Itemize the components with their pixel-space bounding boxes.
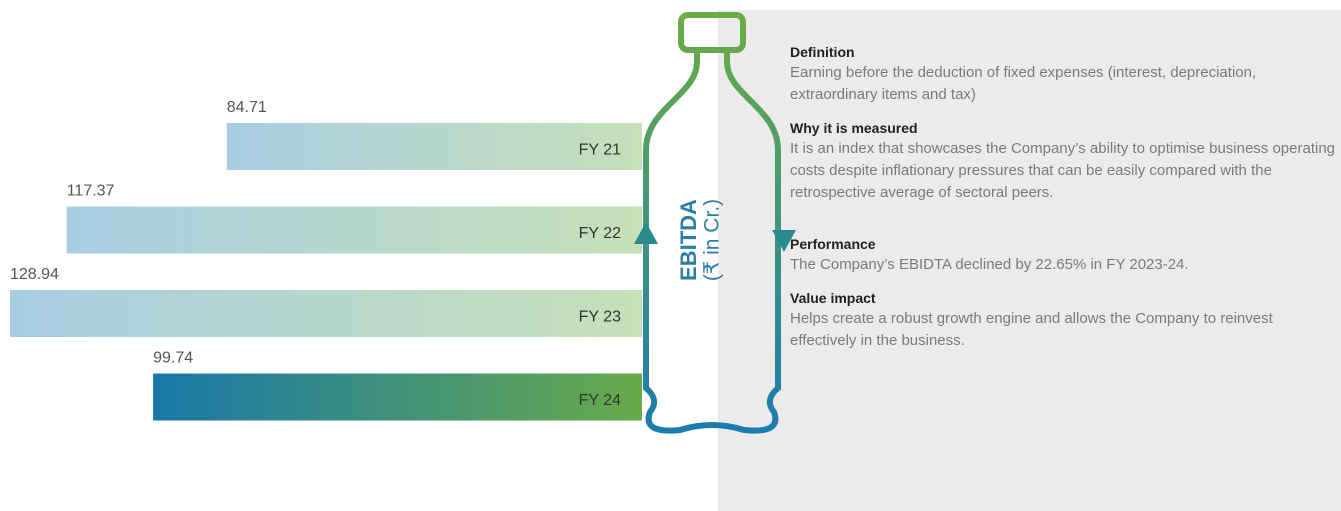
section: Definition Earning before the deduction o… — [790, 42, 1338, 106]
section-heading: Performance — [790, 236, 876, 252]
bar — [153, 373, 642, 421]
section-heading: Definition — [790, 44, 855, 60]
value-label: 99.74 — [153, 350, 193, 367]
bar — [10, 290, 642, 337]
bottle-outline — [643, 52, 781, 434]
arrow-up — [634, 222, 658, 244]
value-label: 128.94 — [10, 266, 59, 283]
category-label: FY 21 — [579, 142, 622, 159]
category-label: FY 22 — [579, 225, 622, 242]
text-panel: Definition Earning before the deduction o… — [790, 42, 1338, 364]
section-heading: Why it is measured — [790, 120, 918, 136]
section-text: Helps create a robust growth engine and … — [790, 310, 1273, 349]
value-label: 84.71 — [227, 99, 267, 116]
section-heading: Value impact — [790, 290, 876, 306]
section-text: The Company’s EBIDTA declined by 22.65% … — [790, 256, 1189, 273]
arrow-down — [772, 230, 796, 252]
category-label: FY 24 — [579, 392, 622, 409]
bottle-cap — [678, 12, 746, 53]
category-label: FY 23 — [579, 309, 622, 326]
value-label: 117.37 — [67, 183, 115, 200]
chart-title: EBITDA — [676, 199, 701, 281]
bar — [226, 123, 642, 170]
section-text: It is an index that showcases the Compan… — [790, 140, 1336, 201]
chart-subtitle: (₹ in Cr.) — [701, 199, 724, 281]
bar — [66, 206, 643, 254]
panel-background — [718, 10, 1341, 511]
section: Performance The Company’s EBIDTA declined… — [790, 234, 1338, 276]
section-text: Earning before the deduction of fixed ex… — [790, 64, 1257, 103]
section: Value impact Helps create a robust growth… — [790, 288, 1338, 352]
section: Why it is measured It is an index that sh… — [790, 118, 1338, 204]
